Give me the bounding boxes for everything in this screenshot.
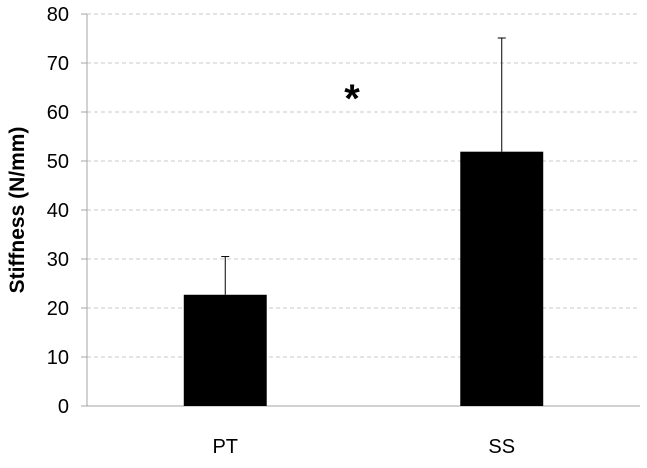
y-tick-label: 60 (47, 102, 69, 124)
bar-ss (460, 151, 544, 406)
y-tick-label: 70 (47, 53, 69, 75)
y-tick-label: 40 (47, 200, 69, 222)
bar-pt (183, 294, 267, 406)
y-tick-label: 20 (47, 298, 69, 320)
x-category-label: PT (212, 436, 238, 458)
significance-asterisk: * (344, 77, 360, 121)
y-tick-label: 30 (47, 249, 69, 271)
x-category-label: SS (488, 436, 515, 458)
category-labels: PT SS (212, 436, 515, 458)
y-tick-label: 80 (47, 4, 69, 26)
y-tick-label: 0 (58, 396, 69, 418)
axes (81, 13, 640, 407)
gridlines (87, 13, 640, 358)
tick-labels: 0 10 20 30 40 50 60 70 80 (47, 4, 69, 418)
y-tick-label: 50 (47, 151, 69, 173)
bars (183, 37, 544, 406)
y-tick-label: 10 (47, 347, 69, 369)
y-axis-label: Stiffness (N/mm) (6, 127, 29, 294)
